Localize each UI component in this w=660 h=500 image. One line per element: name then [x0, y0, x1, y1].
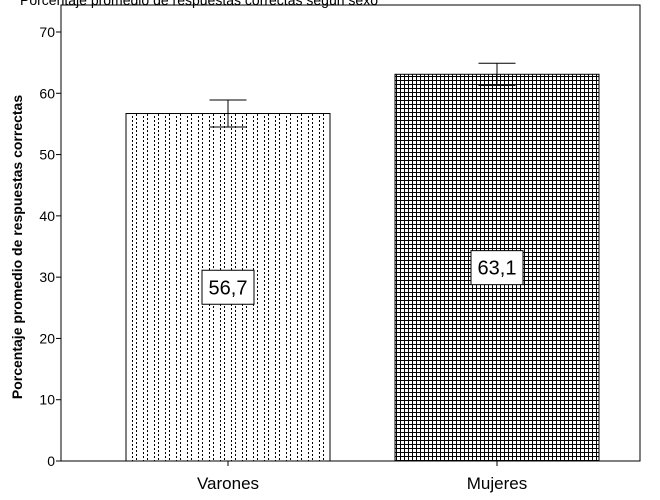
- bars: 56,7 63,1: [125, 62, 600, 462]
- y-tick-label: 70: [39, 24, 55, 40]
- y-tick-label: 20: [39, 330, 55, 346]
- data-label: 56,7: [209, 277, 248, 299]
- y-axis-ticks: 0 10 20 30 40 50 60 70: [39, 24, 61, 469]
- y-tick-label: 10: [39, 392, 55, 408]
- y-tick-label: 60: [39, 85, 55, 101]
- y-axis-label: Porcentaje promedio de respuestas correc…: [9, 95, 25, 399]
- y-tick-label: 40: [39, 208, 55, 224]
- chart-caption: Porcentaje promedio de respuestas correc…: [20, 0, 378, 8]
- x-tick-label: Varones: [197, 474, 259, 493]
- data-label: 63,1: [478, 258, 517, 280]
- axes: [60, 4, 641, 462]
- y-tick-label: 30: [39, 269, 55, 285]
- plot-frame: [60, 4, 641, 462]
- data-label-box: [201, 269, 255, 305]
- x-axis-ticks: Varones Mujeres: [197, 461, 527, 493]
- x-tick-label: Mujeres: [467, 474, 527, 493]
- y-tick-label: 0: [47, 453, 55, 469]
- y-tick-label: 50: [39, 147, 55, 163]
- data-label-box: [470, 250, 524, 286]
